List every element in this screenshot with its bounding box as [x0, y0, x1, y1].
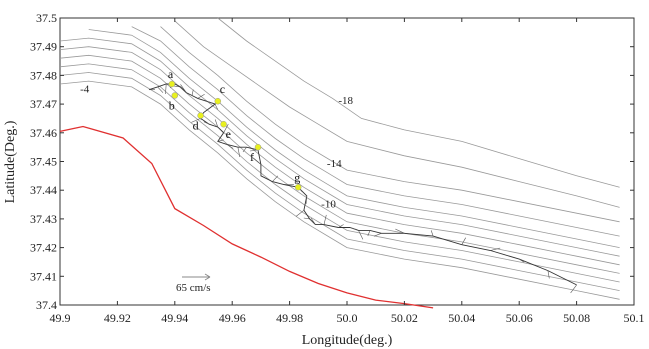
point-label-g: g: [294, 170, 300, 184]
contour-line-1: [59, 72, 620, 291]
point-e: [220, 120, 227, 128]
x-tick-label: 49.94: [161, 311, 188, 325]
y-tick-label: 37.46: [30, 126, 57, 140]
current-vector: [217, 139, 224, 142]
coastline: [59, 125, 434, 309]
current-vector: [358, 230, 364, 240]
current-vector: [461, 237, 466, 245]
current-vector: [180, 84, 187, 93]
coastline-group: [59, 125, 434, 309]
y-tick-label: 37.42: [30, 241, 57, 255]
current-vector: [223, 123, 229, 133]
point-g: [294, 184, 302, 191]
y-tick-label: 37.41: [30, 269, 57, 283]
current-vector: [305, 195, 308, 204]
current-vector: [272, 175, 279, 182]
x-tick-label: 50.1: [624, 311, 645, 325]
y-axis-title: Latitude(Deg.): [3, 120, 18, 203]
scale-label: 65 cm/s: [176, 282, 211, 294]
current-vector: [395, 228, 405, 234]
x-tick-label: 50.06: [506, 311, 533, 325]
scale-arrow-head: [204, 273, 211, 281]
current-vector: [367, 230, 371, 237]
current-vector: [570, 284, 577, 294]
current-vector: [519, 258, 525, 263]
current-vector: [303, 217, 310, 220]
y-tick-label: 37.43: [30, 212, 57, 226]
contour-label: -18: [338, 95, 353, 107]
current-vector: [237, 147, 241, 158]
x-axis-title: Longitude(deg.): [302, 333, 393, 348]
bathymetry-contours: [59, 17, 620, 300]
x-tick-label: 49.9: [50, 311, 71, 325]
contour-line-10: [217, 17, 620, 188]
contour-line-6: [88, 29, 620, 248]
x-tick-label: 50.02: [391, 311, 418, 325]
x-tick-label: 50.04: [448, 311, 475, 325]
point-label-b: b: [169, 99, 175, 113]
current-vector: [206, 100, 217, 105]
x-axis-ticks: 49.9 49.92 49.94 49.96 49.98 50.0 50.02 50.04 50…: [50, 18, 645, 325]
x-tick-label: 50.0: [337, 311, 358, 325]
x-tick-label: 49.92: [104, 311, 131, 325]
current-vector: [430, 230, 434, 237]
current-vector: [253, 157, 262, 165]
y-tick-label: 37.45: [30, 155, 57, 169]
x-tick-label: 50.08: [563, 311, 590, 325]
current-vector: [373, 233, 382, 237]
contour-line-4: [59, 46, 620, 266]
current-vector: [165, 83, 167, 95]
point-d: [197, 112, 204, 119]
y-axis-ticks: 37.4 37.41 37.42 37.43 37.44 37.45 37.46 37.47 3…: [30, 11, 634, 312]
current-vector: [203, 121, 210, 125]
y-tick-label: 37.5: [36, 11, 57, 25]
current-vector: [349, 227, 358, 231]
contour-line-2: [59, 63, 620, 283]
current-vector: [547, 270, 550, 279]
current-vector: [242, 147, 247, 153]
y-tick-label: 37.48: [30, 68, 57, 82]
contour-line-0: [59, 80, 620, 300]
current-vector: [191, 118, 201, 123]
point-label-c: c: [220, 82, 225, 96]
current-vector: [214, 103, 218, 110]
point-b: [171, 92, 179, 99]
contour-line-9: [174, 20, 620, 208]
point-label-a: a: [168, 67, 174, 81]
current-vector: [226, 144, 234, 149]
current-vector: [214, 119, 219, 128]
x-tick-label: 49.96: [219, 311, 246, 325]
current-vector: [157, 86, 164, 93]
point-a: [168, 80, 176, 88]
current-vector: [338, 224, 344, 228]
contour-line-7: [131, 26, 620, 237]
point-label-e: e: [226, 127, 231, 141]
point-label-f: f: [250, 150, 254, 164]
y-tick-label: 37.49: [30, 40, 57, 54]
contour-label: -14: [327, 158, 342, 170]
x-tick-label: 49.98: [276, 311, 303, 325]
y-tick-label: 37.47: [30, 97, 57, 111]
contour-line-5: [59, 37, 620, 257]
y-tick-label: 37.4: [36, 298, 57, 312]
current-vector: [490, 247, 501, 251]
current-vector: [295, 210, 305, 217]
current-vector: [323, 214, 327, 225]
current-vector: [310, 217, 316, 225]
contour-label: -4: [80, 84, 90, 96]
marked-points: a b c d e f g: [168, 67, 302, 191]
point-label-d: d: [193, 119, 199, 133]
contour-line-8: [160, 26, 620, 223]
point-c: [214, 97, 222, 105]
current-vector: [197, 93, 205, 99]
contour-labels: -4 -10 -14 -18: [80, 84, 353, 211]
contour-label: -10: [321, 198, 336, 210]
current-vector: [191, 89, 194, 96]
y-tick-label: 37.44: [30, 183, 57, 197]
scale-vector: 65 cm/s: [176, 273, 211, 294]
point-f: [254, 143, 262, 151]
